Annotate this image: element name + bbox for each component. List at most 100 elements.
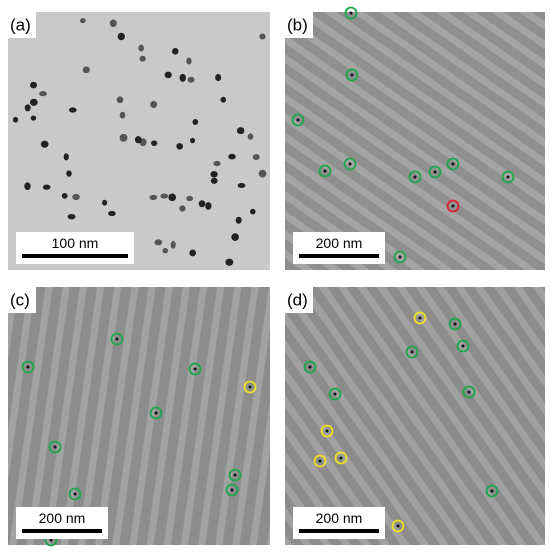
scale-bar-box	[16, 232, 134, 264]
particle	[333, 392, 337, 396]
particle	[79, 17, 86, 24]
marker-ring	[225, 483, 239, 497]
marker-ring	[405, 345, 419, 359]
markers	[21, 6, 515, 547]
particle	[30, 115, 37, 121]
scale-bar-label: 200 nm	[39, 510, 86, 526]
particle	[252, 154, 260, 160]
particle	[186, 195, 194, 202]
particle	[490, 489, 494, 493]
particle	[164, 71, 172, 79]
marker-ring	[318, 164, 332, 178]
particle	[67, 213, 76, 220]
particle	[73, 492, 77, 496]
particle	[451, 204, 455, 208]
particle	[134, 136, 142, 144]
particle	[398, 255, 402, 259]
particle	[228, 153, 236, 160]
particle	[308, 365, 312, 369]
particle	[193, 367, 197, 371]
marker-ring	[334, 451, 348, 465]
particle	[108, 210, 116, 217]
particle	[66, 170, 72, 177]
particle	[179, 73, 186, 82]
particle	[119, 133, 128, 142]
particle	[26, 365, 30, 369]
scale-bar	[22, 254, 128, 258]
particle	[102, 199, 108, 206]
particle	[49, 538, 53, 542]
panel-label: (b)	[287, 15, 308, 34]
panel-label: (d)	[287, 290, 308, 309]
marker-ring	[320, 424, 334, 438]
panel-label-box	[8, 287, 36, 313]
particle	[61, 192, 68, 199]
particle	[117, 32, 125, 41]
particle	[233, 473, 237, 477]
particle	[413, 175, 417, 179]
particle	[213, 160, 221, 167]
particle	[231, 233, 239, 241]
particle	[24, 182, 31, 191]
scale-bar-box	[293, 232, 385, 264]
marker-ring	[344, 6, 358, 20]
scale-bar	[299, 529, 379, 533]
panel-c-image	[8, 287, 270, 545]
marker-ring	[501, 170, 515, 184]
marker-ring	[313, 454, 327, 468]
panel-label-box	[8, 12, 36, 38]
particle	[325, 429, 329, 433]
particle	[82, 66, 90, 74]
marker-ring	[485, 484, 499, 498]
particle	[225, 258, 234, 266]
particle	[258, 169, 267, 178]
marker-ring	[391, 519, 405, 533]
particle	[150, 100, 158, 109]
panel-label-box	[285, 12, 313, 38]
scale-bar-label: 100 nm	[52, 235, 99, 251]
particle	[24, 104, 31, 112]
marker-ring	[413, 311, 427, 325]
particle	[418, 316, 422, 320]
particle	[42, 184, 51, 190]
particle	[467, 390, 471, 394]
particle	[149, 194, 158, 200]
particle	[151, 140, 158, 146]
particle	[220, 96, 227, 103]
particle	[349, 11, 353, 15]
particle	[396, 524, 400, 528]
particle	[339, 456, 343, 460]
marker-ring	[21, 360, 35, 374]
particle	[235, 216, 242, 224]
marker-ring	[428, 165, 442, 179]
particle	[170, 240, 176, 249]
scale-bar-box	[293, 507, 385, 539]
particle	[323, 169, 327, 173]
particle	[451, 162, 455, 166]
marker-ring	[446, 157, 460, 171]
particle	[109, 19, 117, 28]
particle	[29, 98, 38, 106]
particle	[179, 205, 186, 212]
marker-ring	[345, 68, 359, 82]
marker-ring	[408, 170, 422, 184]
marker-ring	[68, 487, 82, 501]
particle	[176, 143, 183, 150]
marker-ring	[328, 387, 342, 401]
particle	[210, 170, 218, 178]
particle	[410, 350, 414, 354]
particle	[192, 119, 199, 125]
particle	[198, 200, 206, 208]
particle	[350, 73, 354, 77]
scale-bar	[22, 529, 102, 533]
scale-bar-label: 200 nm	[316, 235, 363, 251]
particle	[237, 182, 246, 189]
particle	[506, 175, 510, 179]
marker-ring	[393, 250, 407, 264]
marker-ring	[343, 157, 357, 171]
particle	[162, 247, 169, 254]
scale-bar-label: 200 nm	[316, 510, 363, 526]
panel-b-image	[285, 12, 545, 270]
